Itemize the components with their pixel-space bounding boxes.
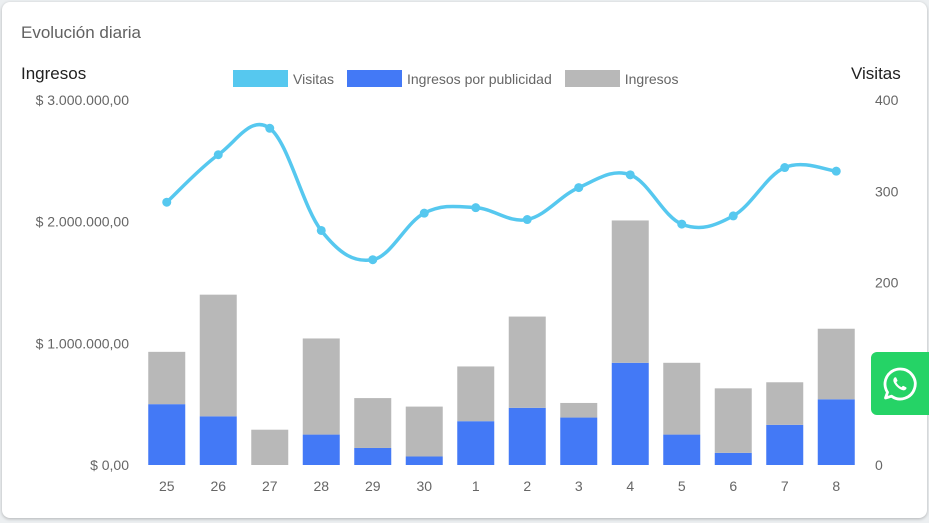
bar-publicidad: [457, 421, 495, 465]
y-right-axis-title: Visitas: [851, 64, 901, 83]
bar-ingresos: [302, 338, 340, 435]
bar-publicidad: [354, 447, 392, 465]
x-tick-label: 4: [626, 478, 634, 494]
x-tick-label: 3: [575, 478, 583, 494]
legend-label-publicidad: Ingresos por publicidad: [406, 70, 552, 87]
bar-ingresos: [611, 220, 649, 363]
bar-ingresos: [560, 402, 598, 418]
legend-label-ingresos: Ingresos: [624, 70, 679, 87]
visitas-point: [471, 203, 481, 213]
y-right-tick-label: 400: [875, 92, 899, 108]
legend-swatch-ingresos: [564, 70, 620, 87]
visitas-point: [522, 215, 532, 225]
bar-publicidad: [508, 407, 546, 465]
bar-publicidad: [405, 456, 443, 465]
legend-label-visitas: Visitas: [293, 70, 334, 87]
whatsapp-icon: [883, 367, 917, 400]
visitas-point: [316, 225, 326, 235]
legend-swatch-publicidad: [346, 70, 402, 87]
visitas-point: [265, 123, 275, 133]
bar-ingresos: [663, 362, 701, 435]
legend-swatch-visitas: [233, 70, 288, 87]
visitas-point: [625, 170, 635, 180]
y-left-axis-title: Ingresos: [21, 64, 87, 83]
x-tick-label: 2: [523, 478, 531, 494]
visitas-point: [162, 197, 172, 207]
y-left-tick-label: $ 0,00: [90, 457, 129, 473]
whatsapp-button[interactable]: [871, 352, 929, 415]
bar-ingresos: [457, 366, 495, 422]
legend-item-ingresos[interactable]: Ingresos: [564, 70, 679, 87]
x-tick-label: 1: [472, 478, 480, 494]
visitas-point: [368, 255, 378, 265]
x-tick-label: 7: [781, 478, 789, 494]
bar-ingresos: [405, 406, 443, 457]
visitas-line: [165, 122, 838, 263]
visitas-point: [574, 183, 584, 193]
x-tick-label: 5: [678, 478, 686, 494]
bar-publicidad: [611, 362, 649, 465]
y-right-tick-label: 0: [875, 457, 883, 473]
x-tick-label: 27: [262, 478, 278, 494]
bar-ingresos: [251, 429, 289, 465]
bar-publicidad: [817, 399, 855, 465]
y-left-tick-label: $ 2.000.000,00: [36, 214, 130, 230]
visitas-point: [728, 211, 738, 221]
bar-ingresos: [714, 388, 752, 453]
x-tick-label: 28: [313, 478, 329, 494]
visitas-point: [677, 219, 687, 229]
x-tick-label: 30: [416, 478, 432, 494]
y-left-tick-label: $ 1.000.000,00: [36, 335, 130, 351]
bar-ingresos: [199, 294, 237, 417]
legend-item-publicidad[interactable]: Ingresos por publicidad: [346, 70, 552, 87]
y-left-tick-label: $ 3.000.000,00: [36, 92, 130, 108]
chart-legend: Visitas Ingresos por publicidad Ingresos: [233, 70, 691, 87]
visitas-point: [780, 163, 790, 173]
bar-publicidad: [766, 424, 804, 465]
x-tick-label: 6: [729, 478, 737, 494]
bar-publicidad: [663, 434, 701, 465]
visitas-point: [419, 208, 429, 218]
bar-ingresos: [354, 398, 392, 448]
bar-publicidad: [302, 434, 340, 465]
x-tick-label: 25: [159, 478, 175, 494]
y-right-tick-label: 200: [875, 275, 899, 291]
bar-publicidad: [148, 404, 186, 465]
bar-publicidad: [199, 416, 237, 465]
bar-publicidad: [560, 417, 598, 465]
bar-publicidad: [714, 452, 752, 465]
bar-ingresos: [766, 382, 804, 425]
visitas-point: [213, 150, 223, 160]
legend-item-visitas[interactable]: Visitas: [233, 70, 334, 87]
x-tick-label: 8: [832, 478, 840, 494]
bar-ingresos: [817, 328, 855, 400]
card-title: Evolución diaria: [21, 23, 142, 42]
bar-ingresos: [148, 351, 186, 405]
visitas-point: [831, 166, 841, 176]
bar-ingresos: [508, 316, 546, 408]
x-tick-label: 26: [210, 478, 226, 494]
y-right-tick-label: 300: [875, 183, 899, 199]
x-tick-label: 29: [365, 478, 381, 494]
